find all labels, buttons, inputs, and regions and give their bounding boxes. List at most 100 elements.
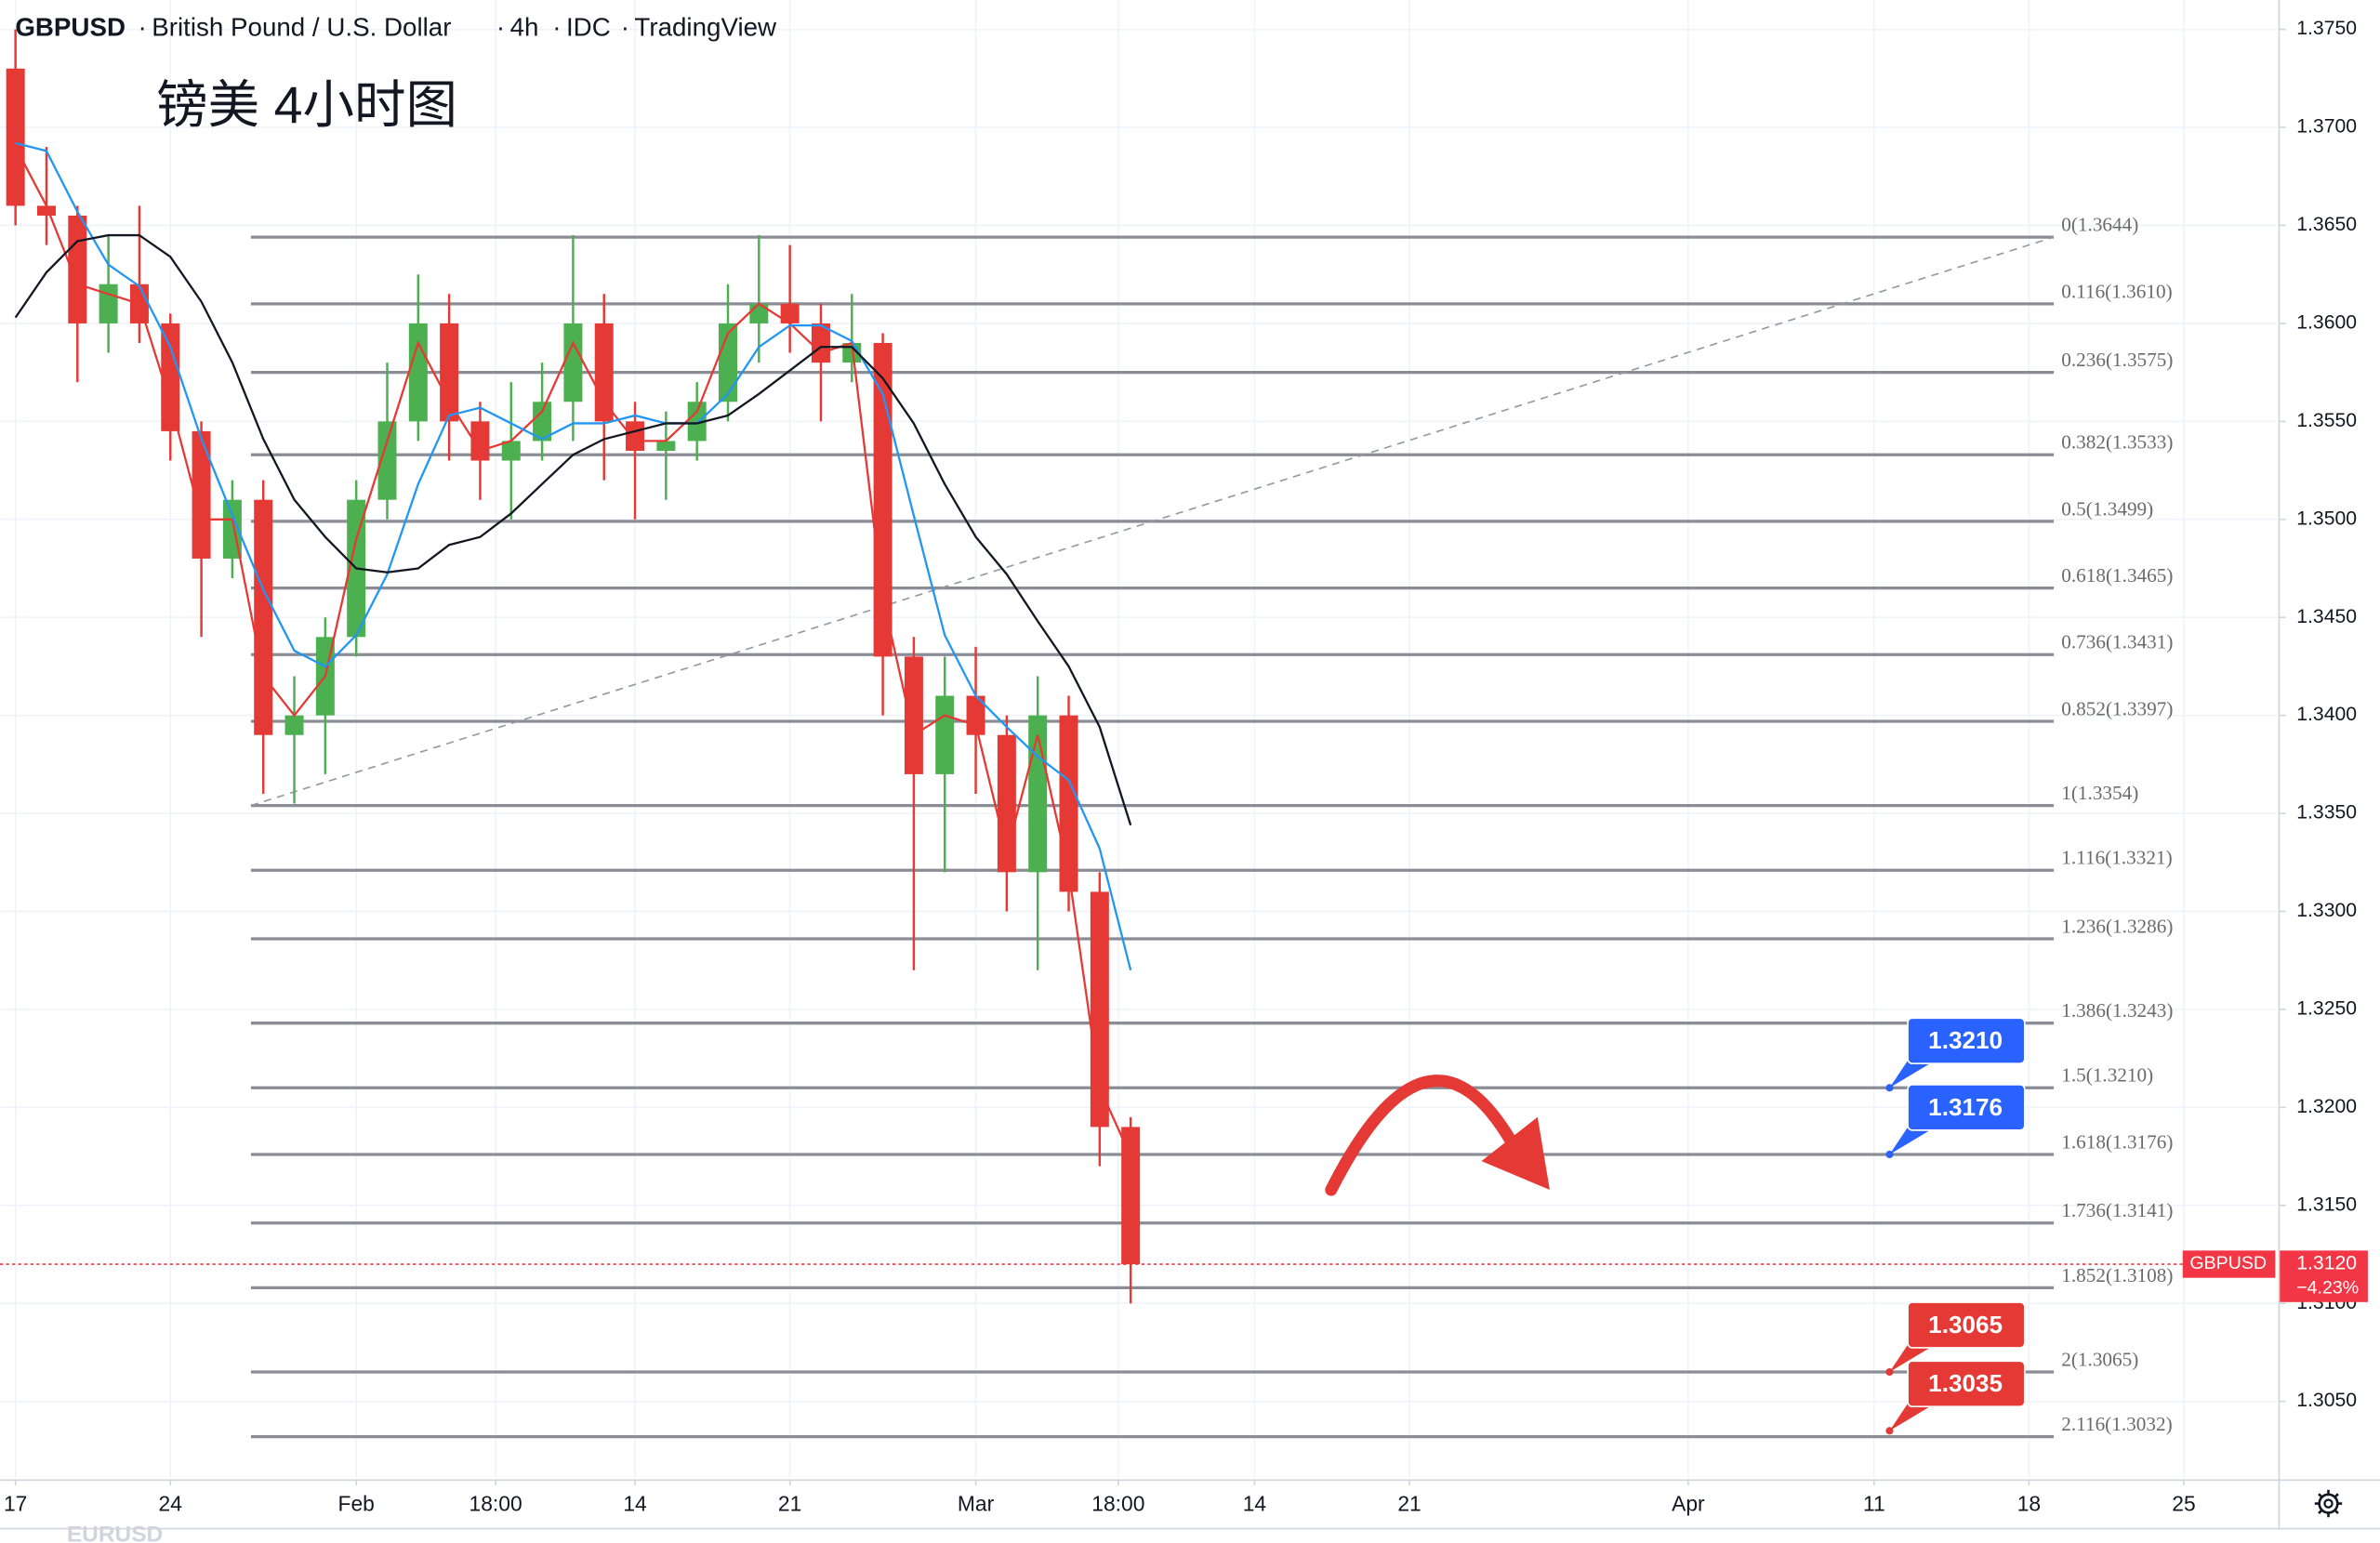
y-tick-label: 1.3300	[2296, 900, 2357, 921]
candle-body	[161, 323, 180, 431]
fib-label: 1(1.3354)	[2061, 782, 2138, 804]
fib-label: 2(1.3065)	[2061, 1348, 2138, 1370]
price-tag-label: 1.3065	[1928, 1311, 2003, 1339]
forecast-arrow-head	[1481, 1116, 1550, 1191]
price-tag-label: 1.3210	[1928, 1026, 2003, 1054]
candle-body	[626, 421, 645, 451]
fib-label: 0.852(1.3397)	[2061, 697, 2173, 719]
x-tick-label: Feb	[337, 1491, 374, 1515]
fib-label: 1.386(1.3243)	[2061, 999, 2173, 1022]
fib-label: 1.236(1.3286)	[2061, 915, 2173, 937]
candle-body	[656, 441, 676, 451]
y-tick-label: 1.3750	[2296, 18, 2357, 39]
price-tag-label: 1.3035	[1928, 1369, 2003, 1397]
candle-body	[1090, 891, 1109, 1128]
price-tag-pointer	[1889, 1127, 1936, 1154]
candle-body	[904, 656, 923, 774]
y-tick-label: 1.3500	[2296, 508, 2357, 529]
y-tick-label: 1.3350	[2296, 802, 2357, 824]
separator: ·	[139, 12, 147, 41]
y-tick-label: 1.3150	[2296, 1194, 2357, 1215]
y-tick-label: 1.3550	[2296, 410, 2357, 431]
fib-label: 1.736(1.3141)	[2061, 1199, 2173, 1221]
y-tick-label: 1.3450	[2296, 606, 2357, 627]
separator: ·	[496, 12, 505, 41]
x-tick-label: 24	[159, 1491, 183, 1515]
y-tick-label: 1.3650	[2296, 214, 2357, 235]
fib-label: 0.116(1.3610)	[2061, 280, 2172, 302]
candle-body	[1059, 715, 1078, 892]
y-tick-label: 1.3250	[2296, 998, 2357, 1020]
symbol-tag	[2182, 1250, 2276, 1278]
price-tag-box	[1907, 1301, 2026, 1349]
annotation: 镑美 4小时图	[156, 76, 457, 134]
moving-average	[15, 141, 1132, 971]
candle-body	[6, 68, 25, 206]
x-tick-label: 11	[1863, 1491, 1885, 1515]
candle-body	[284, 715, 304, 735]
candle-body	[440, 323, 459, 422]
x-tick-label: 14	[623, 1491, 647, 1515]
moving-average	[14, 233, 1132, 826]
price-tag-box	[1907, 1360, 2026, 1408]
separator: ·	[621, 12, 629, 41]
x-tick-label: 18:00	[469, 1491, 522, 1515]
last-price-tag	[2280, 1250, 2368, 1302]
candle-body	[935, 695, 955, 774]
symbol: GBPUSD	[15, 12, 126, 41]
x-tick-label: 18:00	[1091, 1491, 1144, 1515]
x-tick-label: Apr	[1672, 1491, 1705, 1515]
candle-body	[594, 323, 614, 422]
price-tag-label: 1.3176	[1928, 1093, 2003, 1121]
y-tick-label: 1.3200	[2296, 1096, 2357, 1117]
fib-label: 1.852(1.3108)	[2061, 1264, 2173, 1286]
price-tag: 1.3035	[1885, 1360, 2026, 1435]
y-tick-label: 1.3700	[2296, 116, 2357, 138]
description: British Pound / U.S. Dollar	[152, 12, 451, 41]
candle-body	[36, 205, 56, 216]
fib-label: 2.116(1.3032)	[2061, 1413, 2172, 1435]
fib-label: 0.5(1.3499)	[2061, 497, 2153, 520]
axes: 1.30501.31001.31501.32001.32501.33001.33…	[4, 18, 2368, 1515]
price-tag-box	[1907, 1017, 2026, 1064]
lower-pane-watermark: EURUSD	[67, 1522, 163, 1543]
price-tag-anchor	[1885, 1150, 1894, 1159]
candle-body	[1121, 1127, 1141, 1265]
candle-body	[377, 421, 397, 500]
candle-body	[99, 284, 118, 323]
price-tag-anchor	[1885, 1084, 1894, 1092]
price-tag-pointer	[1889, 1060, 1936, 1088]
candle-body	[780, 303, 800, 323]
candle-body	[966, 695, 985, 735]
tags: 1.3210 1.3176 1.3065 1.3035	[1885, 1017, 2026, 1435]
x-tick-label: 17	[4, 1491, 27, 1515]
forecast-arrow	[1325, 1075, 1517, 1196]
candle-body	[687, 402, 707, 442]
fib-label: 1.116(1.3321)	[2061, 847, 2172, 869]
plot	[0, 29, 2277, 1304]
fib-label: 1.618(1.3176)	[2061, 1130, 2173, 1153]
y-tick-label: 1.3400	[2296, 704, 2357, 725]
x-tick-label: 21	[1397, 1491, 1421, 1515]
symbol-tag-label: GBPUSD	[2189, 1253, 2267, 1273]
candle-body	[501, 441, 521, 461]
candle-body	[408, 323, 428, 422]
candle-body	[811, 323, 830, 363]
price-tag-pointer	[1889, 1403, 1936, 1431]
trendline	[250, 236, 2055, 807]
fib-label: 0(1.3644)	[2061, 214, 2138, 236]
price-tag: 1.3210	[1885, 1017, 2026, 1092]
fib-label: 1.5(1.3210)	[2061, 1064, 2153, 1087]
price-tag: 1.3176	[1885, 1084, 2026, 1159]
settings-button[interactable]	[2314, 1489, 2343, 1518]
brand: TradingView	[634, 12, 777, 41]
candle-body	[563, 323, 583, 402]
fib-label: 0.236(1.3575)	[2061, 349, 2173, 371]
last-price-label: 1.3120	[2296, 1253, 2357, 1274]
x-tick-label: 18	[2017, 1491, 2041, 1515]
exchange: IDC	[566, 12, 611, 41]
separator: ·	[552, 12, 561, 41]
x-tick-label: 14	[1243, 1491, 1267, 1515]
fib-label: 0.736(1.3431)	[2061, 631, 2173, 653]
